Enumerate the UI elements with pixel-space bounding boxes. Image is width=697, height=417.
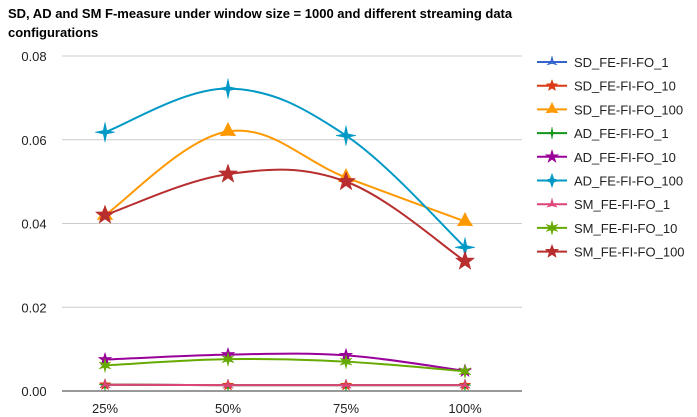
x-tick-label: 100% xyxy=(448,401,482,416)
legend-label: SD_FE-FI-FO_100 xyxy=(574,102,683,117)
data-point xyxy=(98,358,112,373)
legend-label: SM_FE-FI-FO_10 xyxy=(574,221,677,236)
legend-swatch-marker xyxy=(544,243,560,258)
data-point xyxy=(335,170,357,191)
data-point xyxy=(222,379,234,389)
data-point xyxy=(219,121,237,137)
data-point xyxy=(99,378,111,388)
legend-label: AD_FE-FI-FO_10 xyxy=(574,150,676,165)
x-tick-label: 75% xyxy=(333,401,359,416)
y-tick-label: 0.02 xyxy=(21,300,46,315)
data-point xyxy=(335,125,357,146)
legend-swatch-marker xyxy=(545,101,559,114)
grid-layer xyxy=(62,55,522,392)
legend-label: SD_FE-FI-FO_1 xyxy=(574,55,669,70)
legend-swatch-marker xyxy=(546,198,558,208)
axis-layer: 0.00 0.02 0.04 0.06 0.08 25% 50% 75% 100% xyxy=(21,49,482,416)
y-tick-label: 0.08 xyxy=(21,49,46,64)
series-line xyxy=(104,352,466,372)
legend-swatch-marker xyxy=(544,148,560,164)
series-line xyxy=(104,87,466,249)
data-point xyxy=(217,78,239,99)
y-tick-label: 0.04 xyxy=(21,217,46,232)
legend-swatch-marker xyxy=(545,78,559,92)
data-point xyxy=(454,250,476,270)
data-point xyxy=(459,379,471,389)
legend-swatch-marker xyxy=(544,172,560,189)
series-layer xyxy=(94,78,476,392)
x-tick-label: 50% xyxy=(215,401,241,416)
legend-label: AD_FE-FI-FO_1 xyxy=(574,126,669,141)
data-point xyxy=(221,352,235,367)
data-point xyxy=(94,204,116,224)
x-tick-label: 25% xyxy=(92,401,118,416)
data-point xyxy=(339,354,353,369)
legend-label: SM_FE-FI-FO_100 xyxy=(574,245,685,260)
legend-label: SD_FE-FI-FO_10 xyxy=(574,79,676,94)
legend-label: AD_FE-FI-FO_100 xyxy=(574,174,683,189)
series-line xyxy=(104,168,466,263)
data-point xyxy=(458,364,472,379)
chart-title: SD, AD and SM F-measure under window siz… xyxy=(8,6,513,40)
data-point xyxy=(217,163,239,183)
legend-swatch-marker xyxy=(545,127,559,140)
data-point xyxy=(340,379,352,389)
legend: SD_FE-FI-FO_1 SD_FE-FI-FO_10 SD_FE-FI-FO_1… xyxy=(537,55,685,260)
data-point xyxy=(94,122,116,143)
y-tick-label: 0.06 xyxy=(21,133,46,148)
legend-label: SM_FE-FI-FO_1 xyxy=(574,197,670,212)
y-tick-label: 0.00 xyxy=(21,384,46,399)
series-line xyxy=(104,357,466,373)
series-line xyxy=(104,129,466,223)
data-point xyxy=(456,211,474,227)
legend-swatch-marker xyxy=(546,55,558,66)
legend-swatch-marker xyxy=(545,220,559,235)
